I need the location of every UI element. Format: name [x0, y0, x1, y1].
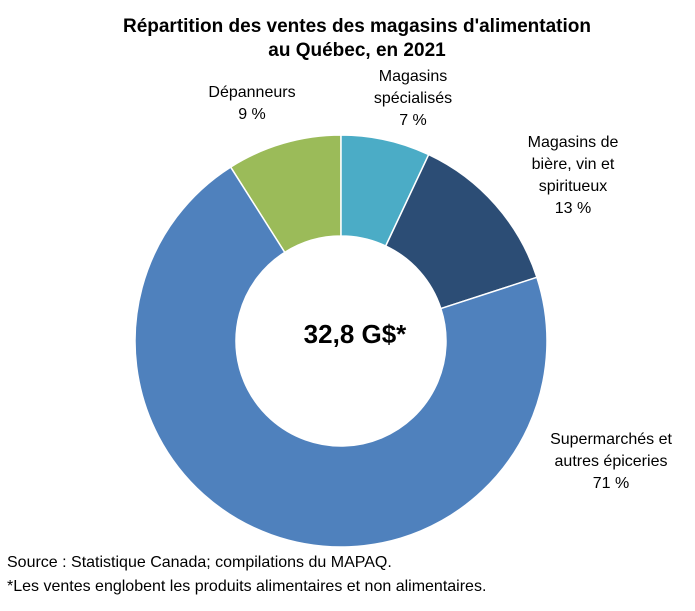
slice-label-line: Magasins	[379, 68, 447, 85]
slice-value-label: 7 %	[399, 112, 427, 129]
slice-label-line: bière, vin et	[532, 156, 615, 173]
slice-label-line: Magasins de	[528, 134, 619, 151]
slice-value-label: 13 %	[555, 200, 591, 217]
source-note: Source : Statistique Canada; compilation…	[7, 554, 392, 571]
slice-label-line: Supermarchés et	[550, 431, 672, 448]
slice-value-label: 71 %	[593, 475, 629, 492]
slices-group	[134, 134, 548, 548]
slice-label-line: spécialisés	[374, 90, 452, 107]
slice-label-3: Magasins de bière, vin et spiritueux 13 %	[528, 134, 619, 217]
slice-labels-group: Supermarchés et autres épiceries 71 % Dépan…	[208, 68, 672, 492]
slice-label-line: spiritueux	[539, 178, 607, 195]
slice-label-2: Magasins spécialisés 7 %	[374, 68, 452, 129]
slice-label-0: Supermarchés et autres épiceries 71 %	[550, 431, 672, 492]
slice-label-1: Dépanneurs 9 %	[208, 84, 295, 123]
chart-title-line-2: au Québec, en 2021	[268, 40, 446, 61]
center-total-label: 32,8 G$*	[304, 319, 408, 349]
slice-label-line: autres épiceries	[555, 453, 668, 470]
chart-title-line-1: Répartition des ventes des magasins d'al…	[123, 16, 591, 37]
slice-value-label: 9 %	[238, 106, 266, 123]
slice-label-line: Dépanneurs	[208, 84, 295, 101]
footnote-asterisk: *Les ventes englobent les produits alime…	[7, 578, 486, 595]
donut-slice-0	[134, 166, 548, 548]
